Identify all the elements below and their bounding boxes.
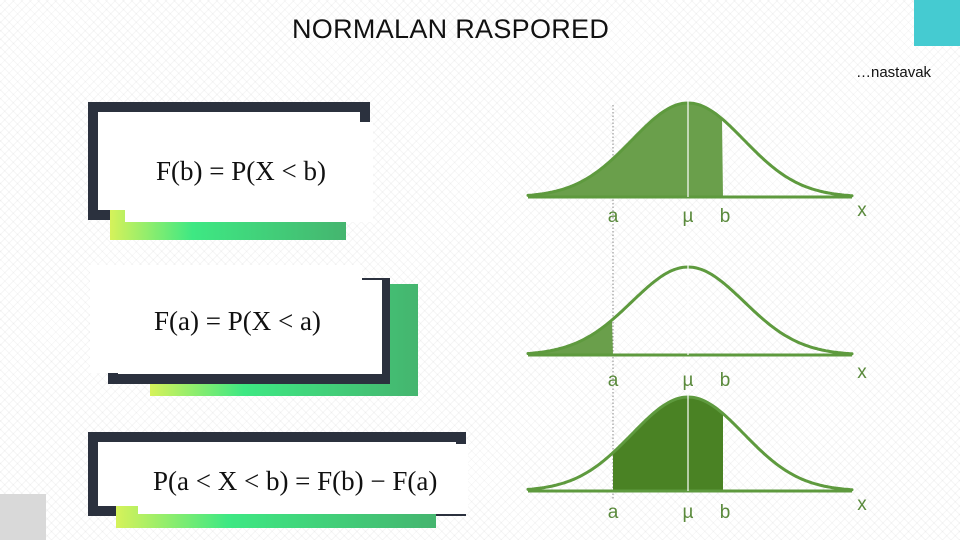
shaded-area [528,320,613,355]
label-b: b [720,206,731,227]
page-subtitle: …nastavak [856,64,932,81]
formula-card [125,122,373,222]
label-x: x [857,362,867,383]
label-mu: µ [683,206,694,227]
label-x: x [857,494,867,515]
bell-curve [526,265,854,356]
page-title: NORMALAN RASPORED [292,14,610,44]
label-b: b [720,502,731,523]
formula-fab: P(a < X < b) = F(b) − F(a) [153,466,438,496]
label-mu: µ [683,502,694,523]
formula-fb: F(b) = P(X < b) [156,156,326,186]
label-x: x [857,200,867,221]
shaded-area [613,397,723,491]
label-a: a [608,370,619,391]
label-a: a [608,206,619,227]
teal-corner-accent [914,0,960,46]
formula-card [138,444,468,514]
shaded-area [528,103,723,197]
bell-curve [526,395,854,492]
label-mu: µ [683,370,694,391]
grey-corner-accent [0,494,46,540]
formula-fa: F(a) = P(X < a) [154,306,321,336]
label-b: b [720,370,731,391]
formula-card [90,265,362,373]
bell-curve [526,101,854,198]
label-a: a [608,502,619,523]
